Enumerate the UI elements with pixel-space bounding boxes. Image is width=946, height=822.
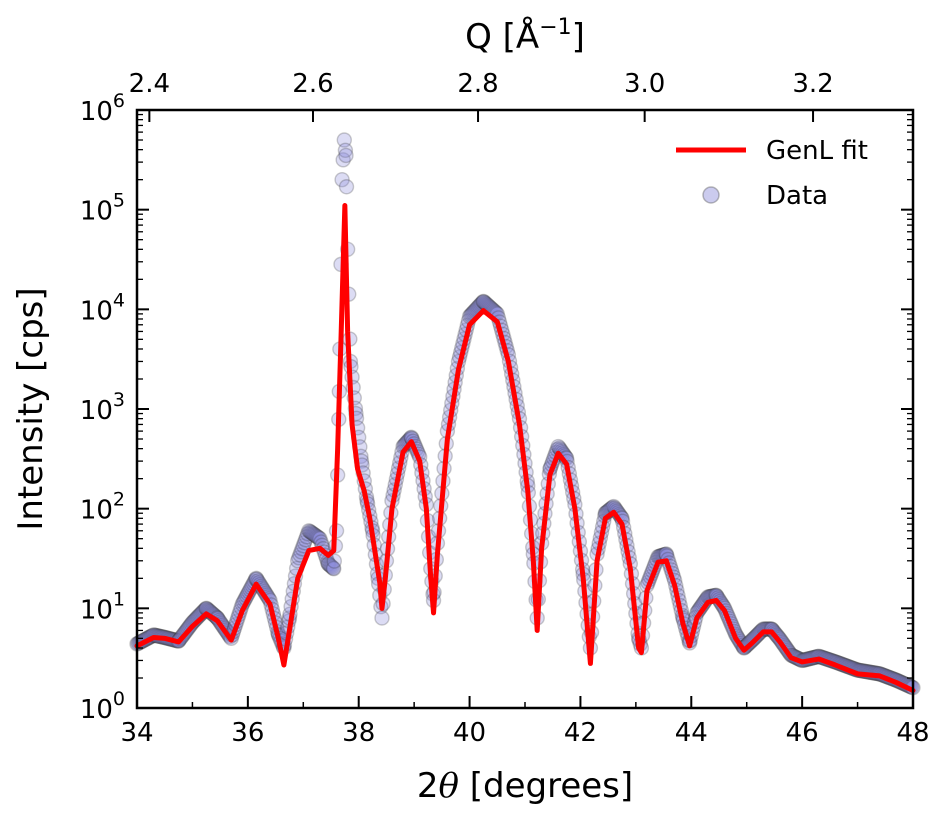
data-point (298, 529, 315, 545)
y-tick-label: 100 (80, 688, 125, 725)
y-tick-label: 104 (80, 289, 125, 326)
top-tick-label: 2.6 (292, 69, 333, 99)
data-point (308, 528, 325, 544)
data-point (374, 610, 390, 626)
fit-line (134, 203, 916, 693)
top-tick-label: 3.0 (624, 69, 665, 99)
data-point (324, 559, 340, 575)
x-tick-label: 48 (896, 718, 929, 748)
data-point (297, 532, 314, 548)
data-point (322, 557, 338, 573)
data-point (306, 527, 323, 543)
x-tick-label: 36 (231, 718, 264, 748)
data-point (300, 526, 316, 542)
y-tick-label: 106 (80, 90, 125, 127)
data-point (334, 171, 350, 188)
data-point (338, 147, 354, 164)
y-tick-label: 103 (80, 389, 125, 426)
data-point (336, 132, 352, 148)
data-point (307, 527, 324, 544)
top-tick-label: 2.4 (129, 69, 170, 99)
data-point (312, 530, 328, 547)
data-point (338, 179, 355, 195)
x-tick-label: 42 (564, 718, 597, 748)
data-point (301, 523, 317, 539)
legend-data-label: Data (766, 181, 828, 211)
data-point (302, 523, 318, 540)
data-point (326, 560, 342, 577)
data-point (325, 560, 341, 576)
data-point (303, 524, 319, 541)
y-tick-label: 102 (80, 489, 125, 526)
x-tick-label: 44 (675, 718, 708, 748)
y-tick-label: 101 (80, 588, 125, 625)
axes-layer: 34 36 38 40 42 44 46 48 2.4 2.6 2.8 3.0 3.2 100 101 102… (80, 69, 930, 748)
top-tick-label: 2.8 (457, 69, 498, 99)
top-axis-title: Q [Å−1] (465, 15, 585, 57)
y-axis-title: Intensity [cps] (11, 287, 51, 530)
fit-layer (134, 203, 916, 693)
data-point (323, 558, 339, 574)
legend-fit-label: GenL fit (766, 136, 868, 166)
x-tick-label: 34 (120, 718, 153, 748)
data-point (310, 529, 326, 545)
data-point (305, 526, 321, 542)
top-tick-label: 3.2 (792, 69, 833, 99)
x-tick-label: 46 (786, 718, 819, 748)
data-point (296, 535, 313, 551)
data-point (335, 152, 351, 168)
legend-data-swatch (702, 186, 720, 204)
x-axis-title: 2θ [degrees] (417, 766, 633, 806)
x-tick-label: 40 (453, 718, 486, 748)
x-tick-label: 38 (342, 718, 375, 748)
data-point (326, 553, 343, 569)
data-point (304, 525, 320, 541)
legend: GenL fit Data (676, 136, 868, 211)
data-point (337, 142, 354, 159)
y-tick-label: 105 (80, 190, 125, 227)
data-point (311, 530, 327, 546)
